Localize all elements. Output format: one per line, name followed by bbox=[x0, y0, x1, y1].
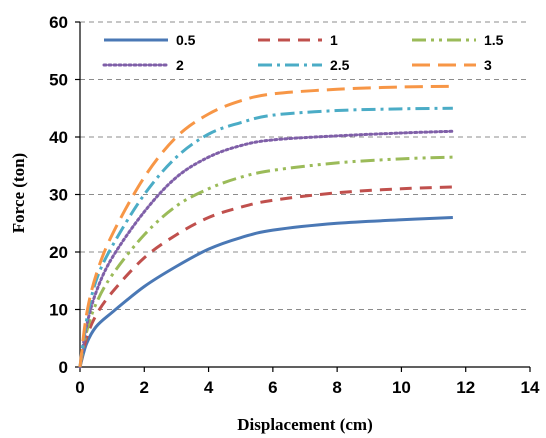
x-tick-label-4: 4 bbox=[204, 378, 214, 397]
x-axis-title: Displacement (cm) bbox=[237, 415, 373, 434]
series-line-3 bbox=[78, 84, 453, 368]
y-tick-label-40: 40 bbox=[49, 128, 68, 147]
legend-label-2.5: 2.5 bbox=[330, 57, 350, 73]
legend-label-3: 3 bbox=[484, 57, 492, 73]
series-line-2 bbox=[78, 129, 455, 369]
y-tick-label-30: 30 bbox=[49, 186, 68, 205]
x-tick-label-8: 8 bbox=[332, 378, 341, 397]
y-tick-label-60: 60 bbox=[49, 13, 68, 32]
series-line-1.5 bbox=[78, 155, 453, 368]
x-tick-label-12: 12 bbox=[456, 378, 475, 397]
legend-label-1.5: 1.5 bbox=[484, 32, 504, 48]
x-tick-label-14: 14 bbox=[521, 378, 540, 397]
series-line-2.5 bbox=[78, 106, 453, 368]
series-lines bbox=[78, 84, 455, 369]
series-line-0.5 bbox=[78, 216, 453, 368]
y-tick-label-50: 50 bbox=[49, 71, 68, 90]
legend: 0.5 1 1.5 2 2.5 3 bbox=[102, 32, 504, 73]
y-tick-label-10: 10 bbox=[49, 301, 68, 320]
series-line-1 bbox=[78, 185, 453, 368]
legend-label-2: 2 bbox=[176, 57, 184, 73]
legend-label-1: 1 bbox=[330, 32, 338, 48]
axes bbox=[75, 21, 531, 372]
y-tick-label-20: 20 bbox=[49, 243, 68, 262]
y-tick-label-0: 0 bbox=[59, 358, 68, 377]
y-axis-title: Force (ton) bbox=[9, 153, 28, 233]
x-tick-label-0: 0 bbox=[75, 378, 84, 397]
x-tick-label-10: 10 bbox=[392, 378, 411, 397]
x-tick-label-6: 6 bbox=[268, 378, 277, 397]
x-tick-label-2: 2 bbox=[140, 378, 149, 397]
legend-label-0.5: 0.5 bbox=[176, 32, 196, 48]
